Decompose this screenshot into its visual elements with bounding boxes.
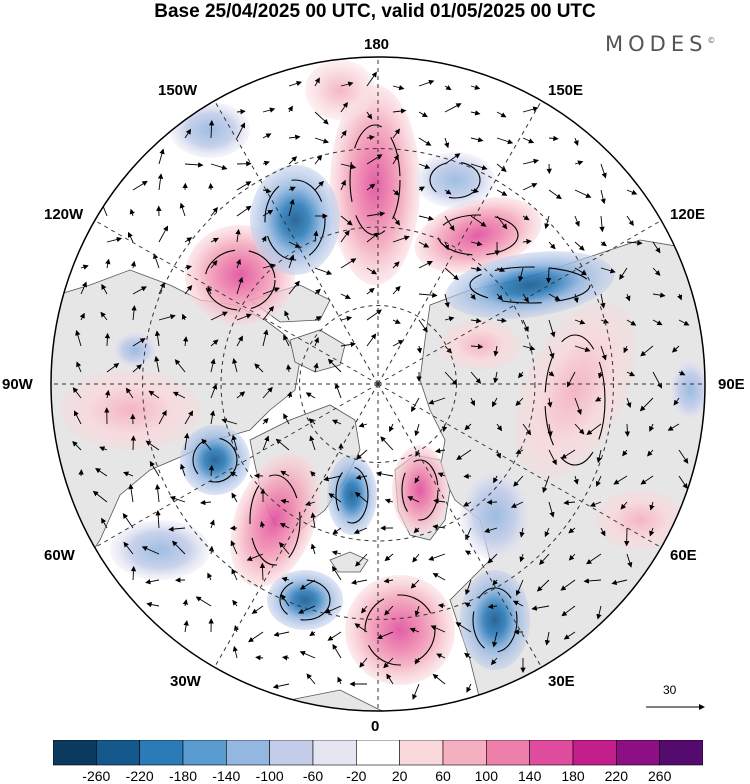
colorbar-swatch (573, 740, 616, 765)
negative-anomaly (250, 165, 340, 275)
lon-label-180: 180 (364, 36, 389, 53)
wind-arrow (548, 268, 549, 283)
positive-anomaly (440, 320, 520, 370)
colorbar-tick-label: -220 (126, 768, 154, 784)
lon-label-30e: 30E (548, 673, 575, 690)
lon-label-60w: 60W (44, 547, 75, 564)
colorbar-swatch (53, 740, 96, 765)
colorbar-tick-label: 100 (475, 768, 498, 784)
wind-arrow (133, 436, 134, 450)
lon-label-0: 0 (371, 718, 379, 735)
colorbar-swatch (356, 740, 399, 765)
colorbar-tick-label: -60 (303, 768, 323, 784)
negative-anomaly (415, 152, 495, 208)
lon-label-120e: 120E (670, 206, 705, 223)
colorbar-tick-label: 20 (392, 768, 408, 784)
colorbar-tick-label: -260 (82, 768, 110, 784)
negative-anomaly (113, 332, 157, 368)
colorbar-tick-label: -20 (346, 768, 366, 784)
lon-label-60e: 60E (670, 547, 697, 564)
lon-label-150w: 150W (158, 82, 197, 99)
positive-anomaly (595, 490, 685, 550)
reference-vector-label: 30 (663, 683, 676, 697)
colorbar-tick-label: 220 (605, 768, 628, 784)
colorbar-tick-label: 180 (561, 768, 584, 784)
colorbar (53, 740, 703, 766)
colorbar-swatch (226, 740, 269, 765)
positive-anomaly (345, 575, 455, 685)
colorbar-tick-label: -140 (212, 768, 240, 784)
lon-label-90e: 90E (718, 376, 745, 393)
lon-label-90w: 90W (2, 376, 33, 393)
negative-anomaly (110, 520, 210, 580)
colorbar-swatch (616, 740, 659, 765)
colorbar-swatch (660, 740, 703, 765)
positive-anomaly (60, 370, 200, 450)
wind-arrow (627, 424, 628, 436)
wind-arrow (107, 334, 108, 346)
colorbar-swatch (140, 740, 183, 765)
negative-anomaly (180, 425, 250, 495)
colorbar-tick-label: 260 (648, 768, 671, 784)
negative-anomaly (460, 570, 530, 670)
colorbar-tick-label: 60 (435, 768, 451, 784)
colorbar-swatch (313, 740, 356, 765)
map-body (40, 50, 720, 740)
colorbar-swatch (183, 740, 226, 765)
negative-anomaly (460, 470, 530, 560)
positive-anomaly (305, 60, 375, 120)
lon-label-150e: 150E (548, 82, 583, 99)
lon-label-120w: 120W (44, 206, 83, 223)
colorbar-tick-label: 140 (518, 768, 541, 784)
lon-label-30w: 30W (170, 673, 201, 690)
colorbar-swatch (400, 740, 443, 765)
colorbar-tick-label: -180 (169, 768, 197, 784)
colorbar-swatch (443, 740, 486, 765)
wind-arrow (464, 476, 471, 477)
negative-anomaly (267, 570, 343, 630)
colorbar-tick-label: -100 (256, 768, 284, 784)
negative-anomaly (170, 102, 250, 158)
colorbar-swatch (530, 740, 573, 765)
colorbar-swatch (486, 740, 529, 765)
colorbar-swatch (270, 740, 313, 765)
colorbar-swatch (96, 740, 139, 765)
